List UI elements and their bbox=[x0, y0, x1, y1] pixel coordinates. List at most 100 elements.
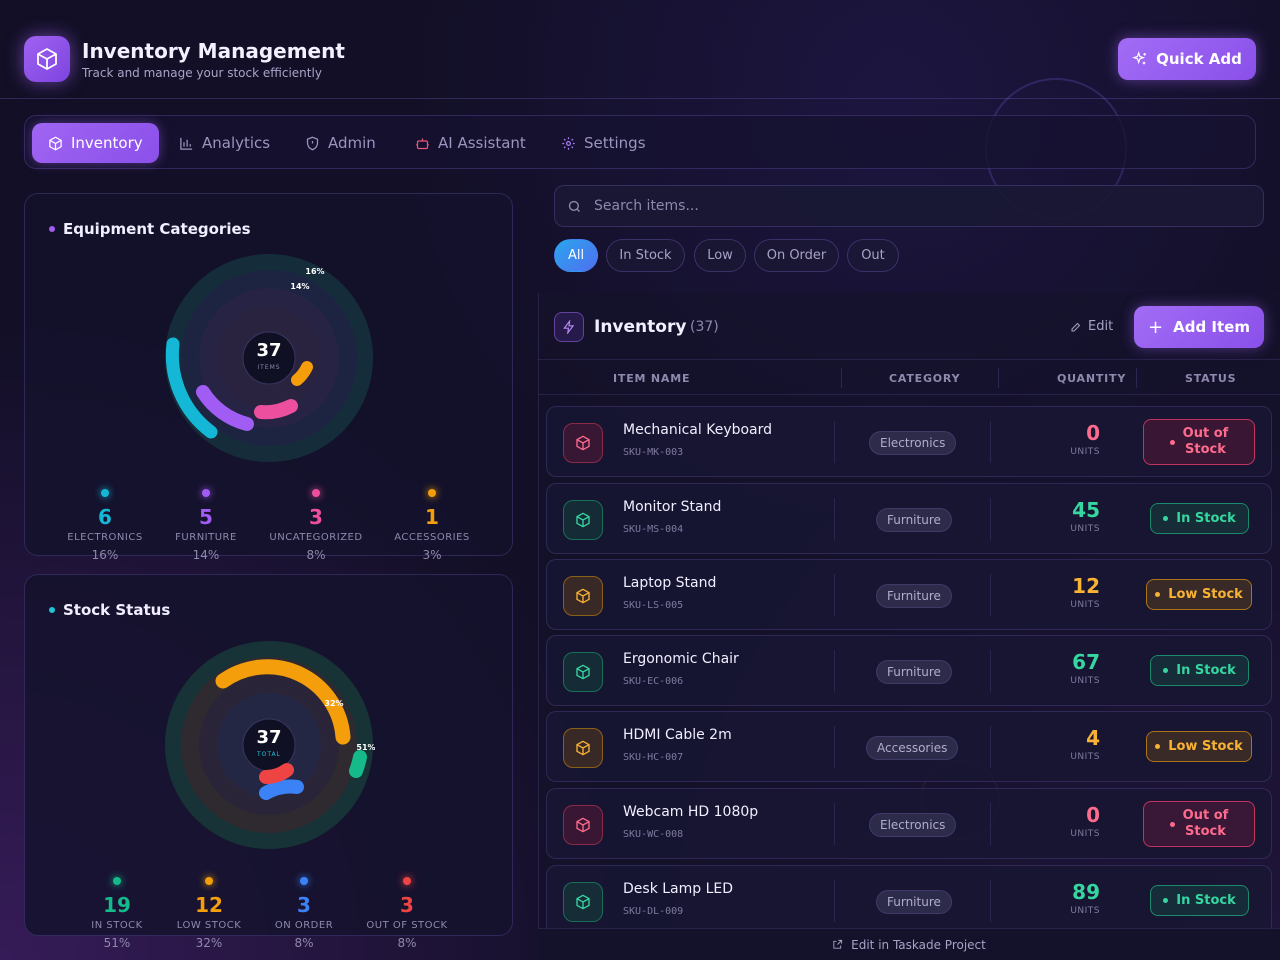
table-row[interactable]: Mechanical Keyboard SKU-MK-003 Electroni… bbox=[546, 406, 1272, 477]
slice-low-stock bbox=[215, 659, 351, 745]
table-row[interactable]: HDMI Cable 2m SKU-HC-007 Accessories 4 U… bbox=[546, 711, 1272, 782]
table-row[interactable]: Monitor Stand SKU-MS-004 Furniture 45 UN… bbox=[546, 483, 1272, 554]
slice-electronics bbox=[165, 337, 218, 439]
legend-accessories: 1 ACCESSORIES 3% bbox=[377, 489, 487, 562]
col-item-name[interactable]: ITEM NAME bbox=[613, 372, 691, 385]
inventory-header: Inventory (37) Edit + Add Item bbox=[538, 293, 1280, 360]
inventory-count: (37) bbox=[690, 319, 719, 335]
tab-label: Settings bbox=[584, 134, 646, 152]
legend-value: 5 bbox=[199, 505, 213, 529]
tab-inventory[interactable]: Inventory bbox=[32, 123, 159, 163]
item-name: Monitor Stand bbox=[623, 499, 722, 515]
col-category[interactable]: CATEGORY bbox=[889, 372, 961, 385]
legend-value: 3 bbox=[400, 893, 414, 917]
legend-dot bbox=[205, 877, 213, 885]
slice-on-order bbox=[259, 779, 304, 800]
tab-admin[interactable]: Admin bbox=[289, 123, 392, 163]
status-line-1: Out of bbox=[1182, 808, 1229, 823]
quantity-value: 0 bbox=[1086, 421, 1100, 445]
tab-ai-assistant[interactable]: AI Assistant bbox=[399, 123, 542, 163]
legend-pct: 14% bbox=[192, 548, 220, 562]
row-divider bbox=[834, 498, 835, 540]
status-line-2: Stock bbox=[1185, 442, 1226, 457]
row-divider bbox=[834, 880, 835, 922]
slice-in-stock bbox=[349, 750, 367, 778]
edit-button[interactable]: Edit bbox=[1070, 319, 1113, 334]
quantity-value: 12 bbox=[1072, 574, 1100, 598]
add-item-button[interactable]: + Add Item bbox=[1134, 306, 1264, 348]
status-label: In Stock bbox=[1176, 511, 1236, 526]
legend-furniture: 5 FURNITURE 14% bbox=[151, 489, 261, 562]
status-badge[interactable]: Low Stock bbox=[1146, 579, 1252, 610]
table-row[interactable]: Ergonomic Chair SKU-EC-006 Furniture 67 … bbox=[546, 635, 1272, 706]
item-quantity: 0 UNITS bbox=[1070, 422, 1100, 457]
tab-analytics[interactable]: Analytics bbox=[163, 123, 286, 163]
status-badge[interactable]: Out of Stock bbox=[1143, 419, 1255, 465]
item-icon-box bbox=[563, 882, 603, 922]
box-icon bbox=[576, 894, 590, 910]
legend-label: LOW STOCK bbox=[176, 920, 242, 931]
filter-out[interactable]: Out bbox=[847, 239, 899, 272]
category-badge: Furniture bbox=[876, 660, 952, 684]
stock-status-card: Stock Status 32% 51% 37 TOTAL 19 IN STOC… bbox=[24, 574, 513, 950]
col-quantity[interactable]: QUANTITY bbox=[1057, 372, 1127, 385]
status-dot bbox=[1169, 821, 1175, 827]
external-link-icon bbox=[833, 939, 843, 949]
search-input[interactable] bbox=[594, 198, 1234, 214]
row-divider bbox=[834, 803, 835, 845]
search-icon bbox=[568, 200, 580, 212]
quantity-unit: UNITS bbox=[1070, 829, 1100, 839]
legend-value: 12 bbox=[195, 893, 223, 917]
item-sku: SKU-MK-003 bbox=[623, 447, 684, 458]
ring-label-1: 16% bbox=[305, 267, 324, 276]
status-label: In Stock bbox=[1176, 663, 1236, 678]
category-badge: Electronics bbox=[869, 431, 957, 455]
center-value: 37 bbox=[256, 727, 281, 748]
legend-dot bbox=[428, 489, 436, 497]
item-name: Desk Lamp LED bbox=[623, 881, 734, 897]
category-badge: Electronics bbox=[869, 813, 957, 837]
quick-add-label: Quick Add bbox=[1156, 50, 1242, 68]
inventory-header-icon-box bbox=[554, 312, 584, 342]
status-label: In Stock bbox=[1176, 893, 1236, 908]
tab-settings[interactable]: Settings bbox=[545, 123, 662, 163]
status-line-2: Stock bbox=[1185, 824, 1226, 839]
table-row[interactable]: Desk Lamp LED SKU-DL-009 Furniture 89 UN… bbox=[546, 865, 1272, 936]
status-dot bbox=[1163, 516, 1169, 521]
edit-in-taskade-link[interactable]: Edit in Taskade Project bbox=[538, 928, 1280, 960]
table-row[interactable]: Webcam HD 1080p SKU-WC-008 Electronics 0… bbox=[546, 788, 1272, 859]
item-quantity: 45 UNITS bbox=[1070, 499, 1100, 534]
quick-add-button[interactable]: Quick Add bbox=[1118, 38, 1256, 80]
filter-low[interactable]: Low bbox=[694, 239, 746, 272]
filter-on-order[interactable]: On Order bbox=[754, 239, 839, 272]
header-divider bbox=[538, 394, 1280, 395]
slice-furniture bbox=[196, 385, 254, 431]
app-logo bbox=[24, 36, 70, 82]
legend-dot bbox=[101, 489, 109, 497]
col-status[interactable]: STATUS bbox=[1185, 372, 1237, 385]
filter-all[interactable]: All bbox=[554, 239, 598, 272]
item-sku: SKU-LS-005 bbox=[623, 600, 684, 611]
box-icon bbox=[576, 588, 590, 604]
edit-label: Edit bbox=[1088, 319, 1114, 334]
quantity-unit: UNITS bbox=[1070, 676, 1100, 686]
status-badge[interactable]: In Stock bbox=[1150, 885, 1249, 916]
status-badge[interactable]: Low Stock bbox=[1146, 731, 1252, 762]
quantity-unit: UNITS bbox=[1070, 447, 1100, 457]
legend-value: 19 bbox=[103, 893, 131, 917]
status-badge[interactable]: In Stock bbox=[1150, 503, 1249, 534]
legend-value: 3 bbox=[309, 505, 323, 529]
status-badge[interactable]: In Stock bbox=[1150, 655, 1249, 686]
status-badge[interactable]: Out of Stock bbox=[1143, 801, 1255, 847]
box-icon bbox=[37, 48, 57, 70]
item-sku: SKU-EC-006 bbox=[623, 676, 684, 687]
filter-in-stock[interactable]: In Stock bbox=[606, 239, 685, 272]
quantity-value: 67 bbox=[1072, 650, 1100, 674]
stock-donut-chart: 32% 51% 37 TOTAL bbox=[165, 641, 375, 849]
item-name: HDMI Cable 2m bbox=[623, 727, 732, 743]
status-label: Out of Stock bbox=[1183, 426, 1229, 458]
legend-label: UNCATEGORIZED bbox=[269, 532, 363, 543]
table-row[interactable]: Laptop Stand SKU-LS-005 Furniture 12 UNI… bbox=[546, 559, 1272, 630]
plus-icon: + bbox=[1148, 316, 1164, 338]
legend-in-stock: 19 IN STOCK 51% bbox=[62, 877, 172, 950]
